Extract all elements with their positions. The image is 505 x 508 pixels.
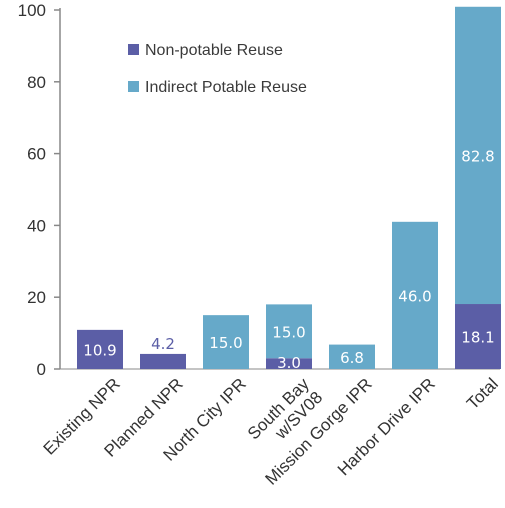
legend-label-non-potable: Non-potable Reuse	[145, 42, 283, 59]
y-tick-label: 0	[37, 360, 46, 379]
bar-non-potable	[455, 304, 501, 369]
data-label-indirect-potable: 6.8	[340, 349, 364, 367]
data-labels: 10.9 4.2 15.0 3.0 15.0 6.8 46.0 18.1 82.8	[83, 147, 494, 372]
axes: 0 20 40 60 80 100	[18, 1, 500, 379]
data-label-indirect-potable: 82.8	[461, 147, 494, 165]
y-tick-label: 60	[27, 145, 46, 164]
bar-indirect-potable	[203, 315, 249, 369]
data-label-non-potable: 10.9	[83, 341, 116, 359]
x-category-line: Total	[463, 374, 502, 413]
bar-indirect-potable	[329, 344, 375, 369]
data-label-non-potable: 3.0	[277, 354, 301, 372]
data-label-indirect-potable: 46.0	[398, 287, 431, 305]
bars	[77, 6, 501, 369]
x-category-label: Total	[463, 374, 502, 413]
legend-swatch-indirect-potable	[128, 81, 139, 92]
bar-indirect-potable	[266, 304, 312, 359]
legend-swatch-non-potable	[128, 44, 139, 55]
bar-non-potable	[266, 358, 312, 369]
data-label-non-potable: 4.2	[151, 335, 175, 353]
y-tick-label: 20	[27, 288, 46, 307]
legend: Non-potable Reuse Indirect Potable Reuse	[128, 42, 307, 96]
data-label-non-potable: 18.1	[461, 329, 494, 347]
bar-non-potable	[77, 329, 123, 369]
y-tick-label: 40	[27, 216, 46, 235]
legend-label-indirect-potable: Indirect Potable Reuse	[145, 79, 307, 96]
bar-non-potable	[140, 353, 186, 369]
y-tick-label: 80	[27, 73, 46, 92]
bar-indirect-potable	[392, 221, 438, 369]
data-label-indirect-potable: 15.0	[209, 334, 242, 352]
y-tick-label: 100	[18, 1, 46, 20]
data-label-indirect-potable: 15.0	[272, 323, 305, 341]
bar-indirect-potable	[455, 6, 501, 305]
